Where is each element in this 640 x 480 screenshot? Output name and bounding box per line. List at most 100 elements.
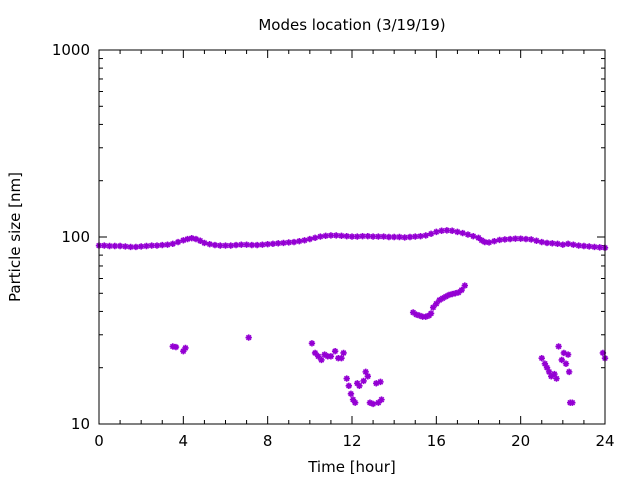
data-point: [375, 233, 382, 240]
data-point: [347, 390, 355, 398]
x-tick-label: 20: [511, 432, 530, 450]
x-tick-label: 12: [342, 432, 361, 450]
data-point: [148, 242, 155, 249]
data-point: [184, 235, 191, 243]
data-point: [396, 233, 403, 241]
data-point: [496, 236, 503, 244]
data-point: [164, 241, 171, 248]
data-point: [327, 232, 335, 239]
data-point: [290, 238, 298, 246]
data-point: [345, 382, 353, 390]
y-tick-label: 1000: [52, 41, 90, 59]
data-point: [501, 236, 509, 243]
data-point: [311, 234, 319, 242]
data-point: [452, 290, 459, 297]
data-point: [517, 235, 524, 242]
data-point: [406, 233, 414, 241]
data-point: [375, 399, 382, 406]
x-tick-label: 0: [94, 432, 104, 450]
data-point: [417, 232, 424, 240]
data-point: [321, 351, 328, 358]
data-point: [485, 239, 493, 246]
data-point: [442, 293, 450, 300]
x-tick-label: 8: [263, 432, 273, 450]
data-point: [269, 240, 277, 247]
data-point: [533, 237, 540, 244]
data-point: [211, 241, 219, 249]
data-point: [569, 399, 576, 406]
y-axis-title: Particle size [nm]: [6, 172, 24, 302]
data-point: [331, 348, 339, 355]
data-point: [360, 377, 367, 385]
data-point: [348, 233, 356, 240]
data-point: [575, 242, 582, 249]
data-point: [311, 349, 319, 357]
data-point: [137, 243, 145, 250]
data-point: [564, 351, 572, 358]
data-point: [458, 286, 465, 294]
data-point: [559, 241, 567, 248]
data-point: [296, 237, 303, 245]
data-point: [596, 244, 603, 251]
data-point: [390, 233, 398, 241]
data-point: [369, 400, 377, 408]
data-point: [401, 234, 408, 241]
data-point: [591, 243, 598, 251]
data-point: [253, 241, 261, 249]
data-point: [475, 234, 482, 242]
data-point: [409, 309, 417, 316]
data-point: [445, 291, 453, 299]
data-point: [159, 241, 166, 249]
data-point: [275, 240, 282, 247]
data-point: [143, 242, 150, 250]
data-point: [443, 227, 451, 234]
data-point: [599, 349, 607, 357]
data-point: [570, 241, 577, 248]
data-point: [180, 348, 187, 355]
data-point: [217, 242, 224, 249]
data-point: [541, 360, 549, 367]
data-point: [369, 233, 377, 240]
data-point: [351, 399, 359, 406]
data-point: [232, 241, 240, 249]
data-point: [101, 242, 108, 249]
data-point: [548, 373, 555, 380]
data-point: [543, 239, 551, 247]
data-point: [436, 296, 443, 304]
data-point: [132, 243, 140, 251]
data-point: [528, 236, 535, 243]
x-tick-label: 4: [179, 432, 189, 450]
data-point: [122, 243, 129, 250]
data-point: [315, 353, 322, 360]
data-point: [343, 232, 350, 240]
data-point: [227, 242, 234, 249]
data-point: [545, 368, 553, 376]
data-point: [182, 344, 189, 352]
data-point: [464, 231, 472, 238]
data-point: [327, 353, 335, 360]
data-point: [106, 242, 113, 250]
data-point: [459, 229, 466, 237]
data-point: [169, 240, 176, 247]
plot-area: 0 4 8 12 16 20 24 10 100 1000: [52, 41, 615, 450]
data-point: [448, 227, 456, 234]
data-point: [153, 242, 161, 249]
data-point: [565, 368, 573, 376]
data-point: [354, 233, 361, 240]
data-point: [491, 237, 498, 245]
data-point: [359, 232, 366, 240]
x-tick-label: 16: [427, 432, 446, 450]
data-point: [127, 243, 134, 251]
data-point: [206, 241, 213, 248]
data-point: [356, 382, 363, 390]
chart-title: Modes location (3/19/19): [258, 16, 445, 34]
data-point: [180, 237, 187, 244]
data-point: [285, 239, 292, 246]
data-point: [201, 239, 208, 247]
data-point: [238, 241, 245, 248]
data-point: [549, 240, 556, 247]
data-point: [433, 228, 440, 236]
data-point: [554, 240, 561, 247]
data-point: [429, 304, 437, 311]
